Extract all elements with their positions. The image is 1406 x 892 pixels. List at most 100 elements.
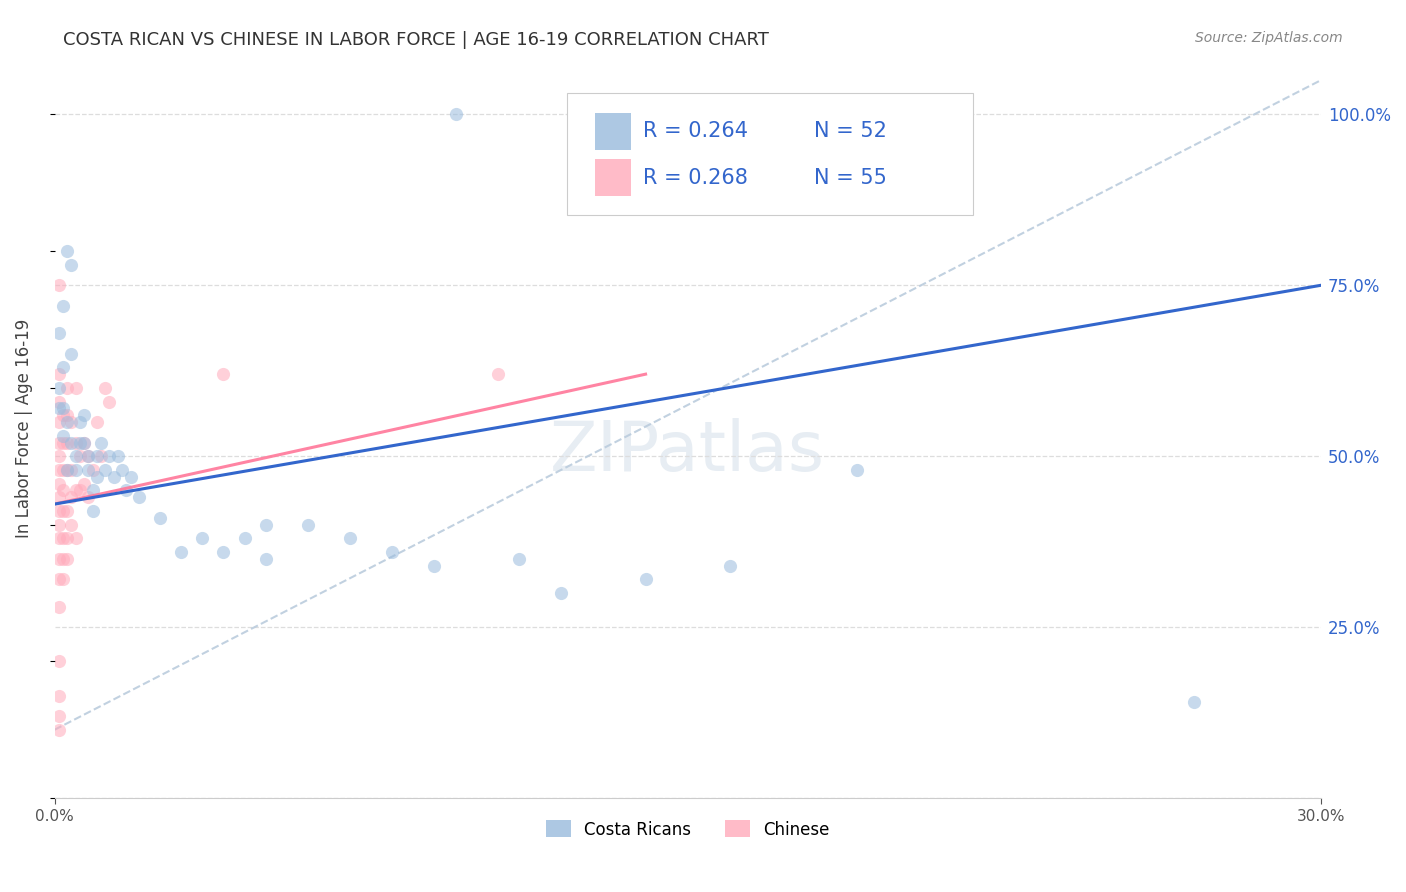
Point bbox=[94, 463, 117, 477]
Point bbox=[69, 435, 91, 450]
Point bbox=[69, 449, 91, 463]
Point bbox=[52, 428, 75, 442]
Point bbox=[56, 435, 79, 450]
Text: R = 0.268: R = 0.268 bbox=[644, 168, 748, 188]
Point bbox=[48, 490, 70, 504]
Point bbox=[56, 504, 79, 518]
Point bbox=[60, 435, 83, 450]
Point bbox=[48, 723, 70, 737]
Point bbox=[73, 435, 96, 450]
Point bbox=[48, 394, 70, 409]
Point bbox=[233, 531, 256, 545]
Point bbox=[1184, 695, 1206, 709]
Point bbox=[65, 463, 87, 477]
Point bbox=[56, 244, 79, 258]
Point bbox=[65, 531, 87, 545]
Point bbox=[48, 709, 70, 723]
Point bbox=[718, 558, 741, 573]
Point bbox=[486, 367, 509, 381]
Text: COSTA RICAN VS CHINESE IN LABOR FORCE | AGE 16-19 CORRELATION CHART: COSTA RICAN VS CHINESE IN LABOR FORCE | … bbox=[63, 31, 769, 49]
Point bbox=[65, 449, 87, 463]
Point bbox=[444, 107, 467, 121]
Point bbox=[48, 381, 70, 395]
Point bbox=[508, 551, 530, 566]
Point bbox=[149, 510, 172, 524]
Point bbox=[60, 346, 83, 360]
Point bbox=[339, 531, 361, 545]
Point bbox=[297, 517, 319, 532]
Point bbox=[115, 483, 138, 498]
Point bbox=[90, 449, 112, 463]
Point bbox=[52, 483, 75, 498]
Point bbox=[48, 463, 70, 477]
Point bbox=[60, 258, 83, 272]
Point bbox=[52, 360, 75, 375]
Point bbox=[94, 381, 117, 395]
Point bbox=[82, 504, 104, 518]
Point bbox=[48, 504, 70, 518]
Point bbox=[170, 545, 193, 559]
Point bbox=[52, 531, 75, 545]
Point bbox=[212, 367, 235, 381]
Point bbox=[48, 476, 70, 491]
Point bbox=[381, 545, 404, 559]
Point bbox=[107, 449, 129, 463]
Point bbox=[69, 483, 91, 498]
Point bbox=[191, 531, 214, 545]
Point bbox=[423, 558, 446, 573]
Point bbox=[69, 415, 91, 429]
Point bbox=[56, 463, 79, 477]
Point bbox=[111, 463, 134, 477]
Point bbox=[77, 463, 100, 477]
Point bbox=[86, 469, 108, 483]
Point bbox=[56, 551, 79, 566]
Point bbox=[52, 504, 75, 518]
Point bbox=[56, 408, 79, 422]
Point bbox=[52, 401, 75, 416]
Point bbox=[82, 463, 104, 477]
Point bbox=[60, 490, 83, 504]
Point bbox=[52, 299, 75, 313]
Point bbox=[48, 531, 70, 545]
Point bbox=[254, 517, 277, 532]
Point bbox=[52, 463, 75, 477]
Point bbox=[48, 572, 70, 586]
Point bbox=[77, 490, 100, 504]
Point bbox=[52, 551, 75, 566]
Point bbox=[48, 654, 70, 668]
Point bbox=[60, 415, 83, 429]
Point bbox=[56, 463, 79, 477]
Point bbox=[60, 517, 83, 532]
Point bbox=[48, 435, 70, 450]
Point bbox=[212, 545, 235, 559]
Point bbox=[48, 401, 70, 416]
Point bbox=[634, 572, 657, 586]
Point bbox=[56, 531, 79, 545]
Point bbox=[73, 435, 96, 450]
Point bbox=[56, 415, 79, 429]
Text: ZIPatlas: ZIPatlas bbox=[550, 417, 825, 484]
Point bbox=[48, 689, 70, 703]
Point bbox=[845, 463, 868, 477]
Point bbox=[73, 408, 96, 422]
Point bbox=[48, 449, 70, 463]
Point bbox=[48, 517, 70, 532]
Point bbox=[60, 463, 83, 477]
Text: Source: ZipAtlas.com: Source: ZipAtlas.com bbox=[1195, 31, 1343, 45]
Text: N = 52: N = 52 bbox=[814, 121, 887, 141]
Point bbox=[65, 435, 87, 450]
Legend: Costa Ricans, Chinese: Costa Ricans, Chinese bbox=[540, 814, 837, 846]
Point bbox=[52, 572, 75, 586]
Point bbox=[48, 278, 70, 293]
Point bbox=[56, 381, 79, 395]
Point bbox=[65, 381, 87, 395]
Point bbox=[52, 408, 75, 422]
Point bbox=[120, 469, 142, 483]
Point bbox=[48, 326, 70, 340]
Point bbox=[98, 449, 121, 463]
Point bbox=[90, 435, 112, 450]
Point bbox=[98, 394, 121, 409]
Point bbox=[103, 469, 125, 483]
Point bbox=[65, 483, 87, 498]
FancyBboxPatch shape bbox=[568, 93, 973, 215]
